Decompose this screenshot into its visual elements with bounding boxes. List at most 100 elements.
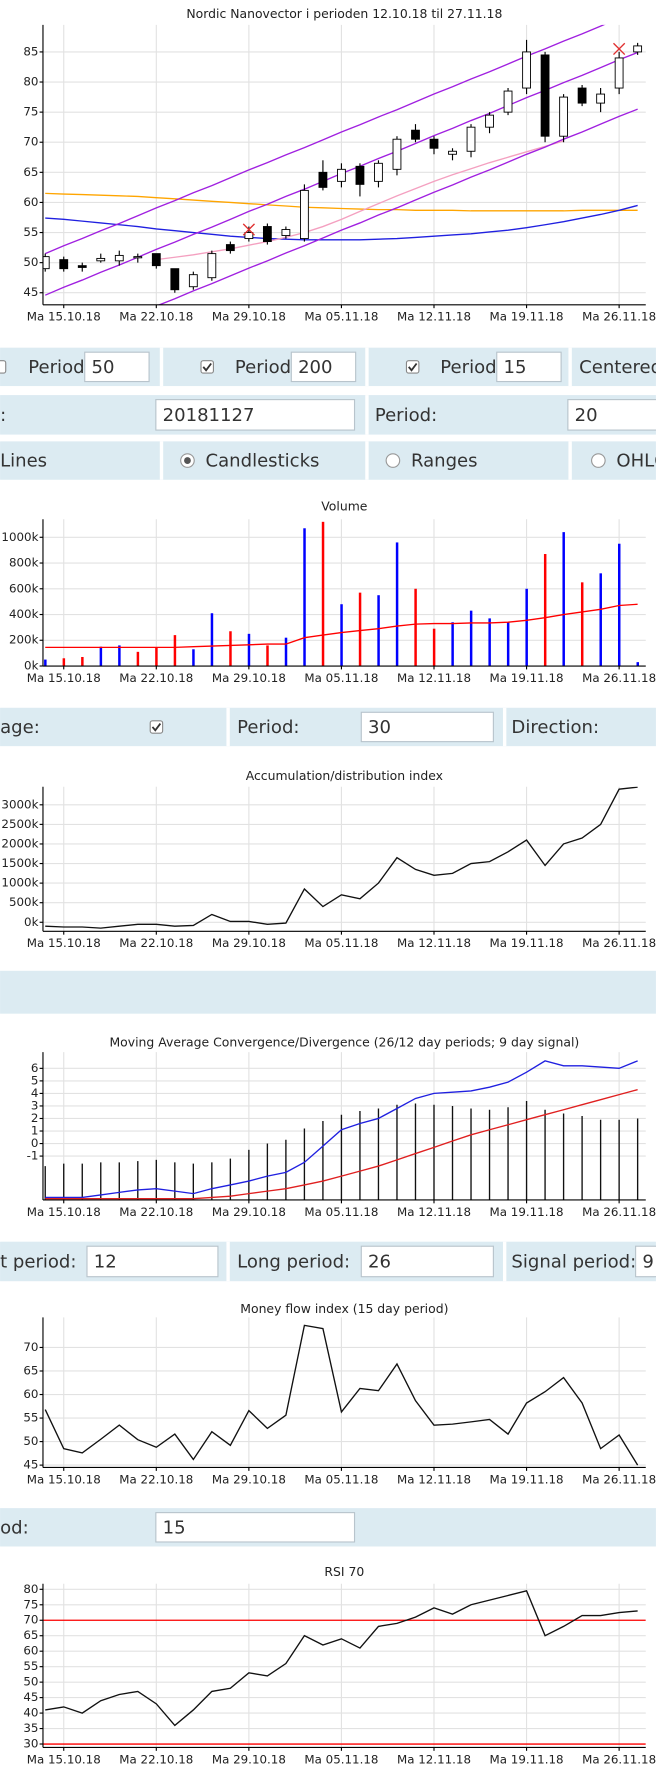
text-input[interactable]	[155, 1512, 356, 1543]
input-value[interactable]: 30	[368, 717, 391, 738]
x-tick-label: Ma 26.11.18	[582, 1472, 656, 1486]
volume-bar	[62, 658, 66, 667]
field-label: Period:	[235, 357, 297, 378]
text-input[interactable]	[360, 711, 494, 743]
radio-button[interactable]	[591, 453, 606, 468]
x-tick-label: Ma 12.11.18	[397, 671, 471, 685]
candle-body	[207, 253, 217, 279]
x-tick-label: Ma 22.10.18	[119, 1752, 193, 1766]
checkbox[interactable]	[200, 360, 214, 374]
radio-dot[interactable]	[184, 457, 191, 464]
text-input[interactable]	[86, 1245, 219, 1278]
text-input[interactable]	[290, 351, 357, 383]
text-input[interactable]	[84, 351, 150, 383]
candle-body	[225, 244, 235, 252]
x-tick-label: Ma 26.11.18	[582, 936, 656, 950]
chart: Volume 0k 200k 400k 600k 800k 1000k Ma 15.10.18…	[1, 498, 656, 685]
marks	[44, 1324, 639, 1466]
candle-body	[151, 253, 161, 267]
radio-label[interactable]: OHLC	[616, 451, 656, 472]
x-tick-label: Ma 29.10.18	[212, 1752, 286, 1766]
field-label: :	[0, 405, 6, 426]
chart-title: Money flow index (15 day period)	[240, 1301, 448, 1316]
input-value[interactable]: 20	[575, 405, 598, 426]
y-tick-label: 0k	[24, 915, 39, 929]
volume-bar	[599, 573, 602, 667]
field-label: Period:	[28, 357, 90, 378]
radio-button[interactable]	[385, 453, 401, 468]
candle-body	[392, 138, 402, 170]
x-tick-label: Ma 19.11.18	[490, 936, 564, 950]
input-value[interactable]: 50	[92, 357, 115, 378]
y-tick-label: 5	[31, 1073, 39, 1087]
candle-body	[522, 51, 531, 89]
text-input[interactable]	[155, 399, 356, 431]
form-row: : 20181127 Period: 20	[0, 395, 656, 435]
checkbox[interactable]	[149, 720, 164, 734]
candle-body	[96, 257, 106, 262]
input-value[interactable]: 12	[94, 1252, 117, 1273]
radio-label[interactable]: Candlesticks	[206, 451, 320, 472]
text-input[interactable]	[360, 1245, 494, 1278]
series-line	[45, 1590, 638, 1727]
volume-bar	[580, 582, 584, 667]
volume-bar	[229, 631, 232, 667]
x-tick-label: Ma 19.11.18	[490, 671, 564, 685]
volume-bar	[173, 635, 177, 667]
text-input[interactable]	[635, 1245, 656, 1278]
candle-body	[318, 171, 328, 188]
candle-body	[77, 265, 87, 268]
input-value[interactable]: 15	[504, 357, 527, 378]
volume-bar	[321, 521, 325, 667]
y-tick-label: 600k	[9, 581, 39, 595]
x-tick-label: Ma 05.11.18	[304, 671, 378, 685]
checkmark[interactable]	[408, 362, 418, 372]
volume-bar	[99, 646, 103, 667]
y-tick-label: 80	[23, 75, 38, 89]
input-value[interactable]: 26	[368, 1252, 391, 1273]
y-tick-label: 3	[31, 1098, 39, 1112]
candle-body	[503, 90, 513, 113]
checkbox[interactable]	[405, 360, 420, 374]
field-label: Period:	[440, 357, 502, 378]
radio-label[interactable]: Ranges	[411, 451, 478, 472]
y-tick-label: 65	[23, 165, 38, 179]
y-tick-label: 50	[23, 1675, 38, 1689]
series-line	[45, 1089, 638, 1200]
checkmark[interactable]	[202, 362, 212, 372]
y-tick-label: 85	[23, 44, 38, 58]
form-row: t period: 12 Long period: 26 Signal period: 9	[0, 1241, 656, 1282]
volume-bar	[506, 622, 510, 667]
chart-title: Accumulation/distribution index	[246, 768, 443, 783]
input-value[interactable]: 200	[298, 357, 332, 378]
volume-bar	[414, 588, 417, 667]
field-label: Direction:	[511, 717, 599, 738]
candle-body	[429, 138, 439, 149]
text-input[interactable]	[496, 351, 562, 383]
y-tick-label: 60	[23, 195, 38, 209]
input-value[interactable]: 20181127	[163, 405, 255, 426]
y-tick-label: 1000k	[1, 530, 38, 544]
cell-divider	[159, 441, 164, 480]
text-input[interactable]	[567, 399, 656, 431]
volume-bar	[210, 613, 214, 667]
input-value[interactable]: 15	[163, 1517, 186, 1538]
y-tick-label: 800k	[9, 556, 39, 570]
y-tick-label: 55	[23, 225, 38, 239]
y-tick-label: 6	[31, 1061, 39, 1075]
input-value[interactable]: 9	[642, 1252, 653, 1273]
volume-bar	[192, 649, 195, 667]
chart: Moving Average Convergence/Divergence (2…	[27, 1035, 656, 1219]
x-tick-label: Ma 12.11.18	[397, 1752, 471, 1766]
volume-bar	[118, 645, 121, 667]
checkmark[interactable]	[151, 723, 162, 732]
y-tick-label: 65	[23, 1363, 38, 1377]
x-tick-label: Ma 29.10.18	[212, 310, 286, 324]
y-tick-label: 60	[23, 1644, 38, 1658]
y-tick-label: 35	[23, 1721, 38, 1735]
series-line	[45, 1060, 638, 1199]
volume-bar	[636, 662, 639, 667]
candle-body	[281, 229, 291, 236]
series-line	[44, 1324, 639, 1466]
